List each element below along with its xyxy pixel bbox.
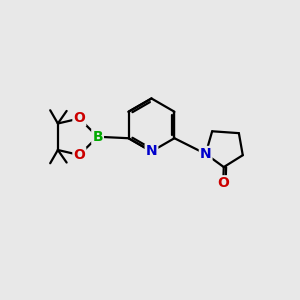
Text: O: O	[74, 112, 85, 125]
Text: N: N	[200, 147, 212, 161]
Text: B: B	[92, 130, 103, 144]
Text: N: N	[146, 145, 157, 158]
Text: O: O	[217, 176, 229, 190]
Text: O: O	[74, 148, 85, 162]
